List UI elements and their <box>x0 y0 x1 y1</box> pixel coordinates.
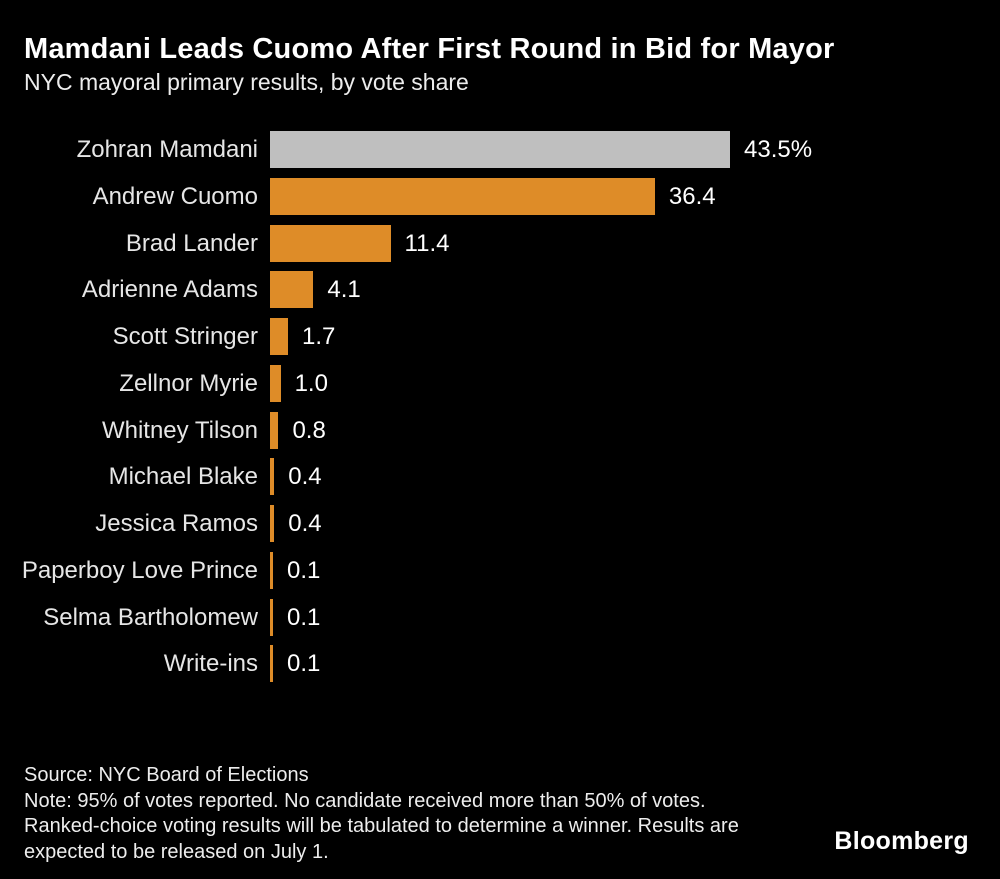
candidate-label: Zohran Mamdani <box>76 136 258 163</box>
candidate-label: Selma Bartholomew <box>43 603 258 631</box>
candidate-label: Scott Stringer <box>112 323 258 350</box>
value-label: 0.8 <box>292 416 326 444</box>
bar-row: Brad Lander 11.4 <box>0 224 1000 262</box>
vote-bar <box>270 505 275 542</box>
value-label: 4.1 <box>327 276 361 304</box>
vote-bar <box>270 318 288 355</box>
value-label: 1.7 <box>301 323 336 350</box>
bar-row: Zohran Mamdani 43.5% <box>0 131 1000 168</box>
footnotes: Source: NYC Board of Elections Note: 95%… <box>24 763 764 865</box>
value-label: 36.4 <box>668 182 716 210</box>
candidate-label: Brad Lander <box>125 229 258 257</box>
value-label: 0.1 <box>287 650 321 678</box>
candidate-label: Zellnor Myrie <box>119 369 258 397</box>
chart-title: Mamdani Leads Cuomo After First Round in… <box>24 33 835 65</box>
value-label: 1.0 <box>294 369 328 397</box>
vote-bar <box>270 131 730 168</box>
candidate-label: Jessica Ramos <box>95 510 258 537</box>
bar-row: Selma Bartholomew 0.1 <box>0 598 1000 636</box>
source-text: Source: NYC Board of Elections <box>24 764 309 786</box>
bar-row: Michael Blake 0.4 <box>0 458 1000 496</box>
value-label: 11.4 <box>404 229 450 257</box>
note-text: Note: 95% of votes reported. No candidat… <box>24 789 739 863</box>
candidate-label: Whitney Tilson <box>101 416 258 444</box>
vote-bar <box>270 458 275 496</box>
bar-chart: Zohran Mamdani 43.5% Andrew Cuomo 36.4 Brad … <box>0 131 1000 683</box>
vote-bar <box>270 271 314 309</box>
vote-bar <box>270 224 391 262</box>
candidate-label: Paperboy Love Prince <box>21 556 258 584</box>
bloomberg-logo: Bloomberg <box>834 827 969 855</box>
value-label: 43.5% <box>744 136 813 163</box>
chart-subtitle: NYC mayoral primary results, by vote sha… <box>24 69 469 95</box>
candidate-label: Adrienne Adams <box>81 276 258 304</box>
value-label: 0.4 <box>288 463 322 491</box>
vote-bar <box>270 411 279 449</box>
bar-row: Paperboy Love Prince 0.1 <box>0 551 1000 589</box>
vote-bar <box>270 364 281 402</box>
candidate-label: Michael Blake <box>108 463 258 491</box>
bar-row: Whitney Tilson 0.8 <box>0 411 1000 449</box>
value-label: 0.1 <box>287 556 321 584</box>
vote-bar <box>270 598 273 636</box>
bar-row: Scott Stringer 1.7 <box>0 318 1000 355</box>
candidate-label: Andrew Cuomo <box>92 182 258 210</box>
bar-row: Jessica Ramos 0.4 <box>0 505 1000 542</box>
vote-bar <box>270 645 273 683</box>
value-label: 0.4 <box>288 510 322 537</box>
vote-bar <box>270 177 655 215</box>
vote-bar <box>270 551 273 589</box>
bar-row: Andrew Cuomo 36.4 <box>0 177 1000 215</box>
bar-row: Write-ins 0.1 <box>0 645 1000 683</box>
bar-row: Zellnor Myrie 1.0 <box>0 364 1000 402</box>
value-label: 0.1 <box>287 603 321 631</box>
candidate-label: Write-ins <box>163 650 258 678</box>
bar-row: Adrienne Adams 4.1 <box>0 271 1000 309</box>
